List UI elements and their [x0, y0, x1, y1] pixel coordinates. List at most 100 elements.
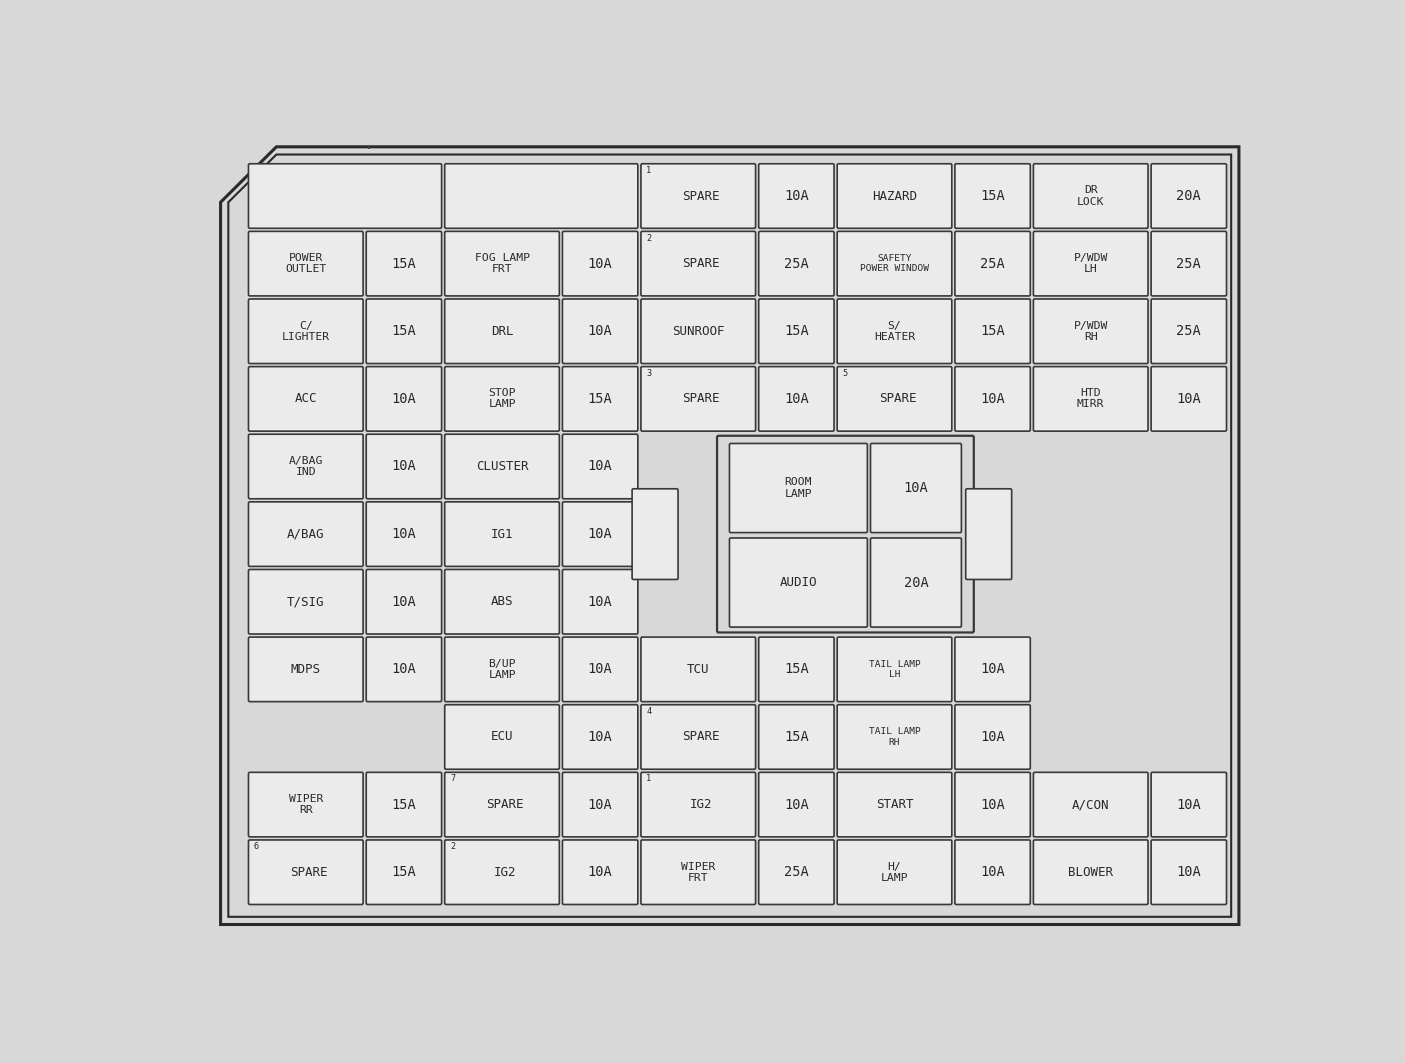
FancyBboxPatch shape — [955, 232, 1030, 296]
FancyBboxPatch shape — [249, 840, 362, 905]
Text: 6: 6 — [254, 842, 259, 851]
Text: IG2: IG2 — [690, 798, 712, 811]
FancyBboxPatch shape — [955, 367, 1030, 432]
Text: IG1: IG1 — [490, 527, 513, 541]
FancyBboxPatch shape — [445, 637, 559, 702]
Text: SPARE: SPARE — [683, 392, 721, 405]
FancyBboxPatch shape — [1151, 299, 1227, 364]
FancyBboxPatch shape — [837, 164, 951, 229]
Text: 10A: 10A — [587, 459, 613, 473]
Text: TCU: TCU — [687, 663, 710, 676]
Text: H/
LAMP: H/ LAMP — [881, 862, 908, 882]
FancyBboxPatch shape — [1151, 773, 1227, 837]
Text: SPARE: SPARE — [683, 257, 721, 270]
Text: HTD
MIRR: HTD MIRR — [1078, 388, 1104, 409]
Text: 15A: 15A — [784, 662, 809, 676]
Text: 10A: 10A — [392, 392, 416, 406]
FancyBboxPatch shape — [562, 773, 638, 837]
FancyBboxPatch shape — [367, 773, 441, 837]
FancyBboxPatch shape — [249, 773, 362, 837]
Text: 10A: 10A — [587, 256, 613, 271]
FancyBboxPatch shape — [445, 434, 559, 499]
FancyBboxPatch shape — [759, 232, 835, 296]
FancyBboxPatch shape — [955, 840, 1030, 905]
Text: 10A: 10A — [392, 594, 416, 609]
Text: 10A: 10A — [392, 527, 416, 541]
Text: HAZARD: HAZARD — [873, 189, 917, 203]
FancyBboxPatch shape — [562, 637, 638, 702]
Text: AUDIO: AUDIO — [780, 576, 818, 589]
Text: 10A: 10A — [587, 797, 613, 811]
Text: 10A: 10A — [784, 392, 809, 406]
Text: MDPS: MDPS — [291, 663, 320, 676]
FancyBboxPatch shape — [641, 705, 756, 770]
FancyBboxPatch shape — [562, 502, 638, 567]
FancyBboxPatch shape — [445, 705, 559, 770]
Text: ABS: ABS — [490, 595, 513, 608]
FancyBboxPatch shape — [965, 489, 1012, 579]
Text: A/CON: A/CON — [1072, 798, 1110, 811]
Text: 1: 1 — [646, 166, 652, 175]
Text: 2: 2 — [646, 234, 652, 242]
FancyBboxPatch shape — [641, 773, 756, 837]
Text: DR
LOCK: DR LOCK — [1078, 185, 1104, 206]
FancyBboxPatch shape — [759, 840, 835, 905]
Text: SPARE: SPARE — [880, 392, 916, 405]
FancyBboxPatch shape — [955, 773, 1030, 837]
Text: .: . — [364, 135, 374, 153]
Text: SPARE: SPARE — [683, 730, 721, 743]
Text: 10A: 10A — [1176, 392, 1201, 406]
Text: FOG LAMP
FRT: FOG LAMP FRT — [475, 253, 530, 274]
Text: SAFETY
POWER WINDOW: SAFETY POWER WINDOW — [860, 254, 929, 273]
FancyBboxPatch shape — [445, 502, 559, 567]
FancyBboxPatch shape — [641, 232, 756, 296]
Text: 25A: 25A — [784, 256, 809, 271]
Text: START: START — [875, 798, 913, 811]
FancyBboxPatch shape — [729, 538, 867, 627]
Text: IG2: IG2 — [495, 865, 517, 879]
FancyBboxPatch shape — [249, 637, 362, 702]
FancyBboxPatch shape — [562, 840, 638, 905]
FancyBboxPatch shape — [562, 367, 638, 432]
FancyBboxPatch shape — [562, 299, 638, 364]
Text: 3: 3 — [646, 369, 652, 377]
FancyBboxPatch shape — [367, 232, 441, 296]
Text: 10A: 10A — [981, 392, 1005, 406]
FancyBboxPatch shape — [837, 840, 951, 905]
FancyBboxPatch shape — [445, 232, 559, 296]
Text: 15A: 15A — [392, 324, 416, 338]
Text: 7: 7 — [450, 775, 455, 783]
Text: A/BAG: A/BAG — [287, 527, 325, 541]
Text: 25A: 25A — [1176, 324, 1201, 338]
FancyBboxPatch shape — [837, 705, 951, 770]
FancyBboxPatch shape — [367, 840, 441, 905]
FancyBboxPatch shape — [249, 502, 362, 567]
FancyBboxPatch shape — [759, 705, 835, 770]
FancyBboxPatch shape — [1034, 164, 1148, 229]
FancyBboxPatch shape — [641, 164, 756, 229]
Text: 15A: 15A — [587, 392, 613, 406]
Text: WIPER
RR: WIPER RR — [288, 794, 323, 815]
FancyBboxPatch shape — [367, 637, 441, 702]
FancyBboxPatch shape — [249, 570, 362, 634]
FancyBboxPatch shape — [729, 443, 867, 533]
Text: 15A: 15A — [981, 324, 1005, 338]
Text: BLOWER: BLOWER — [1068, 865, 1113, 879]
FancyBboxPatch shape — [837, 232, 951, 296]
FancyBboxPatch shape — [759, 367, 835, 432]
FancyBboxPatch shape — [562, 434, 638, 499]
Text: 10A: 10A — [784, 797, 809, 811]
FancyBboxPatch shape — [641, 367, 756, 432]
Text: ECU: ECU — [490, 730, 513, 743]
FancyBboxPatch shape — [641, 637, 756, 702]
Text: 5: 5 — [843, 369, 847, 377]
Text: POWER
OUTLET: POWER OUTLET — [285, 253, 326, 274]
Text: 10A: 10A — [587, 730, 613, 744]
Text: 25A: 25A — [981, 256, 1005, 271]
FancyBboxPatch shape — [249, 232, 362, 296]
FancyBboxPatch shape — [837, 299, 951, 364]
FancyBboxPatch shape — [367, 434, 441, 499]
FancyBboxPatch shape — [759, 164, 835, 229]
FancyBboxPatch shape — [249, 299, 362, 364]
Text: SPARE: SPARE — [683, 189, 721, 203]
